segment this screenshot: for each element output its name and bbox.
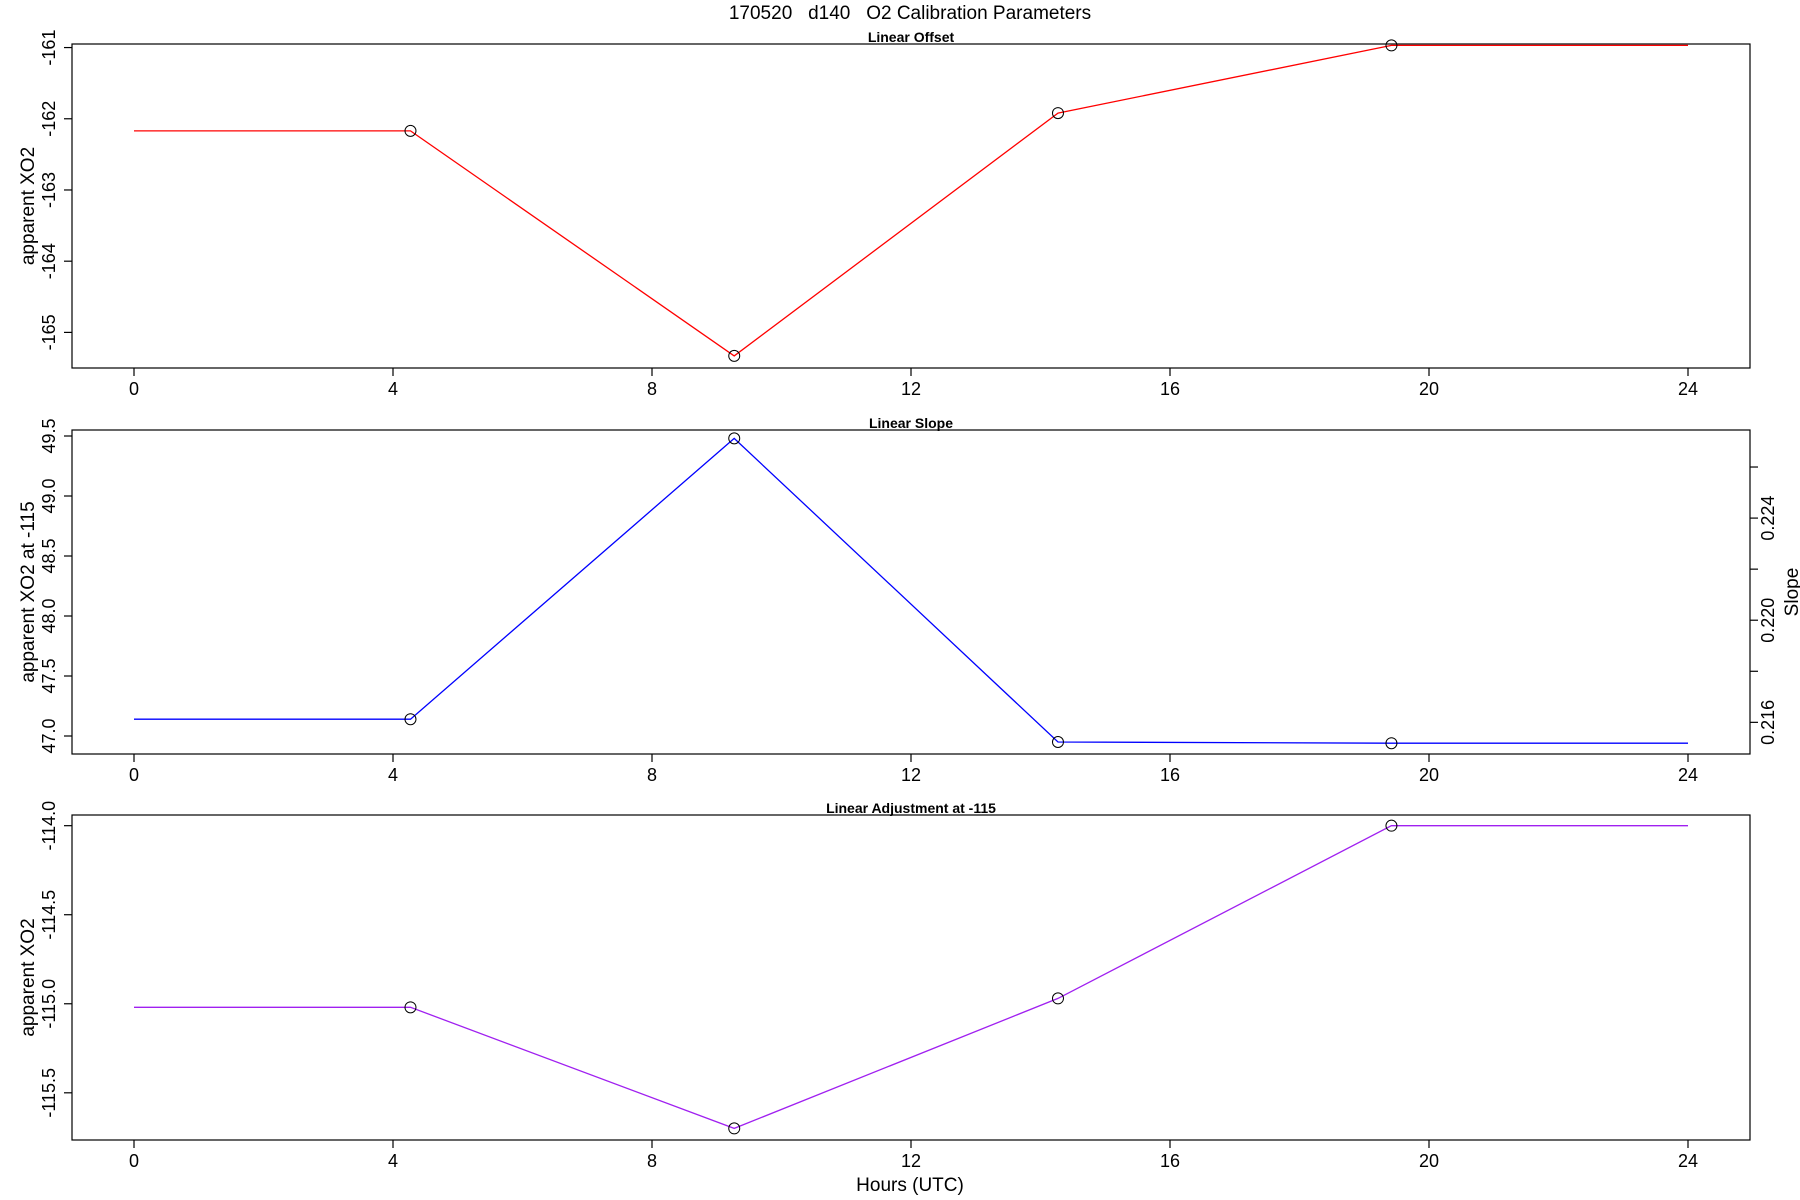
- x-tick-label: 0: [129, 765, 139, 785]
- data-point: [404, 1001, 417, 1014]
- y-tick-label: 47.0: [39, 718, 59, 753]
- data-point: [1051, 992, 1064, 1005]
- data-point: [404, 124, 417, 137]
- y-tick-label: -163: [39, 172, 59, 208]
- main-title: 170520 d140 O2 Calibration Parameters: [729, 3, 1091, 24]
- y-tick-label: 49.5: [39, 418, 59, 453]
- panel-linear-adjustment: Linear Adjustment at -115 0 4 8 12 16 20 24 -115…: [18, 800, 1751, 1171]
- data-point: [1385, 737, 1398, 750]
- x-tick-label: 8: [647, 379, 657, 399]
- y-tick-label: 49.0: [39, 478, 59, 513]
- x-tick-label: 0: [129, 379, 139, 399]
- x-tick-label: 4: [388, 1151, 398, 1171]
- data-point: [404, 713, 417, 726]
- plot-frame: [71, 429, 1751, 755]
- y-tick-label: -161: [39, 30, 59, 66]
- y-axis-label: apparent XO2 at -115: [18, 501, 39, 682]
- y-tick-label: -115.5: [39, 1068, 59, 1118]
- series-line: [134, 825, 1688, 1130]
- x-tick-label: 12: [901, 379, 921, 399]
- panel-title: Linear Slope: [869, 415, 953, 431]
- x-tick-label: 24: [1678, 1151, 1698, 1171]
- plot-frame: [71, 814, 1751, 1141]
- data-point: [728, 1122, 741, 1135]
- series-line: [134, 44, 1688, 357]
- x-tick-label: 8: [647, 1151, 657, 1171]
- data-point: [728, 432, 741, 445]
- x-axis-label: Hours (UTC): [856, 1175, 964, 1196]
- x-tick-label: 0: [129, 1151, 139, 1171]
- y2-axis-label: Slope: [1782, 568, 1800, 617]
- y-tick-label: -162: [39, 101, 59, 137]
- y-tick-label: -114.5: [39, 890, 59, 940]
- x-tick-label: 20: [1419, 379, 1439, 399]
- y2-tick-label: 0.216: [1758, 700, 1778, 745]
- y2-tick-label: 0.220: [1758, 598, 1778, 643]
- data-point: [1385, 819, 1398, 832]
- y-tick-label: 47.5: [39, 658, 59, 693]
- x-tick-label: 4: [388, 379, 398, 399]
- x-tick-label: 16: [1160, 1151, 1180, 1171]
- x-tick-label: 12: [901, 765, 921, 785]
- panel-title: Linear Adjustment at -115: [826, 800, 996, 816]
- panel-title: Linear Offset: [868, 29, 955, 45]
- panel-linear-slope: Linear Slope 0 4 8 12 16 20 24 47.0 47.5 48.0 48.5 4…: [18, 415, 1800, 785]
- x-tick-label: 24: [1678, 379, 1698, 399]
- data-point: [1051, 736, 1064, 748]
- x-tick-label: 16: [1160, 379, 1180, 399]
- y-axis-label: apparent XO2: [18, 918, 39, 1036]
- y-tick-label: -165: [39, 314, 59, 350]
- x-tick-label: 16: [1160, 765, 1180, 785]
- x-tick-label: 12: [901, 1151, 921, 1171]
- plot-frame: [71, 43, 1751, 369]
- y-tick-label: 48.5: [39, 538, 59, 573]
- y-tick-label: -164: [39, 243, 59, 279]
- panel-linear-offset: Linear Offset 0 4 8 12 16 20 24 -165 -164 -163 -162…: [18, 29, 1751, 399]
- data-point: [1051, 107, 1064, 120]
- x-tick-label: 8: [647, 765, 657, 785]
- y2-tick-label: 0.224: [1758, 496, 1778, 541]
- y-tick-label: -114.0: [39, 801, 59, 851]
- x-tick-label: 24: [1678, 765, 1698, 785]
- data-point: [1385, 39, 1398, 52]
- series-line: [134, 437, 1688, 744]
- y-tick-label: 48.0: [39, 598, 59, 633]
- y-axis-label: apparent XO2: [18, 147, 39, 265]
- x-tick-label: 20: [1419, 1151, 1439, 1171]
- x-tick-label: 4: [388, 765, 398, 785]
- y-tick-label: -115.0: [39, 979, 59, 1029]
- data-point: [728, 349, 741, 362]
- x-tick-label: 20: [1419, 765, 1439, 785]
